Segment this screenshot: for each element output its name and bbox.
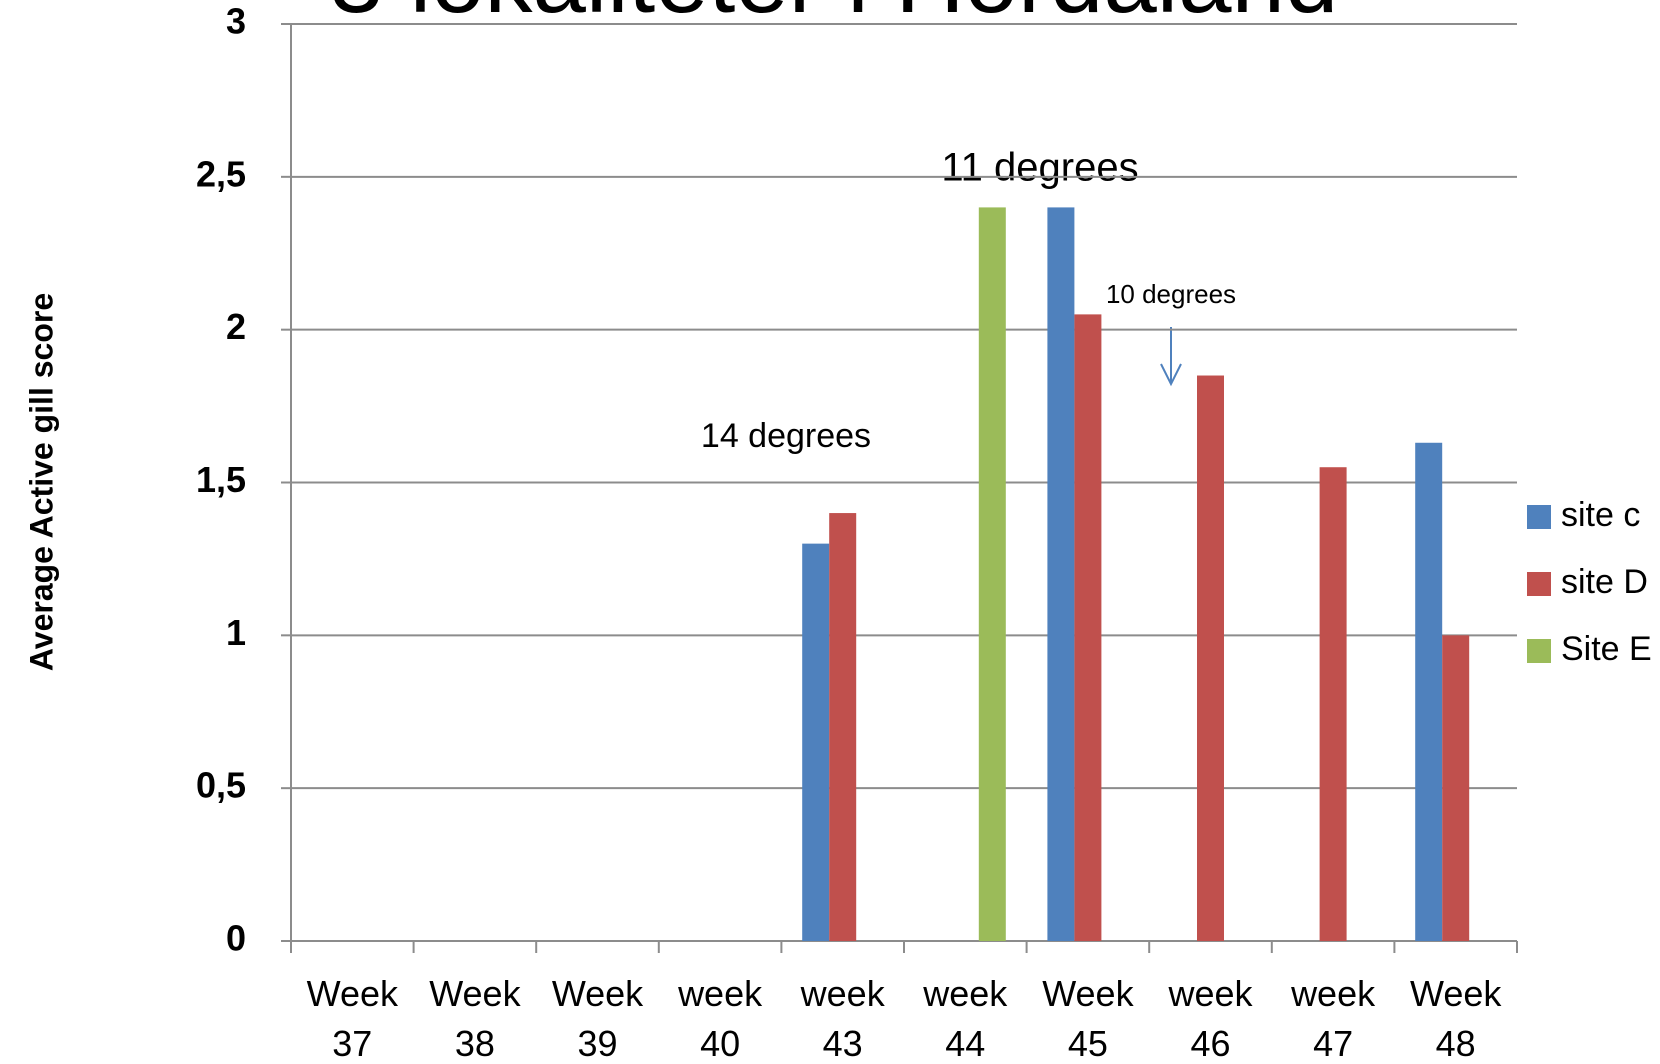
y-tick-label: 1,5 (196, 459, 246, 500)
x-tick-label: Week 37 (306, 973, 398, 1064)
x-tick-label: week 46 (1168, 973, 1253, 1064)
y-axis-label: Average Active gill score (23, 293, 59, 671)
y-tick-label: 2,5 (196, 153, 246, 194)
legend-label: Site E (1561, 630, 1652, 668)
legend-swatch (1527, 505, 1551, 529)
bar (1319, 467, 1347, 941)
annotation: 11 degrees (941, 146, 1138, 190)
chart-title: 3 lokaliteter i Hordaland (330, 0, 1339, 33)
y-tick-label: 3 (226, 1, 246, 42)
bar (1197, 375, 1224, 941)
x-tick-label: week 43 (800, 973, 885, 1064)
x-tick-label: week 47 (1291, 973, 1376, 1064)
bar (978, 207, 1006, 941)
x-tick-label: Week 48 (1410, 973, 1502, 1064)
legend-label: site c (1561, 496, 1640, 534)
legend-swatch (1527, 639, 1551, 663)
x-tick-label: Week 38 (429, 973, 521, 1064)
bar (829, 513, 857, 941)
bar (1074, 314, 1102, 942)
y-tick-label: 0,5 (196, 765, 246, 806)
x-tick-label: week 44 (923, 973, 1008, 1064)
bar (1442, 635, 1470, 941)
annotation: 14 degrees (701, 417, 871, 455)
y-tick-label: 0 (226, 918, 246, 959)
legend-label: site D (1561, 563, 1648, 601)
y-tick-label: 2 (226, 306, 246, 347)
bar (1047, 207, 1075, 941)
bar (1415, 442, 1443, 941)
bar (802, 543, 830, 941)
x-tick-label: week 40 (678, 973, 763, 1064)
x-tick-label: Week 39 (551, 973, 644, 1064)
legend-swatch (1527, 572, 1551, 596)
y-tick-label: 1 (226, 612, 246, 653)
annotation-arrow (1160, 327, 1182, 387)
x-tick-label: Week 45 (1042, 973, 1134, 1064)
annotation: 10 degrees (1106, 279, 1236, 309)
